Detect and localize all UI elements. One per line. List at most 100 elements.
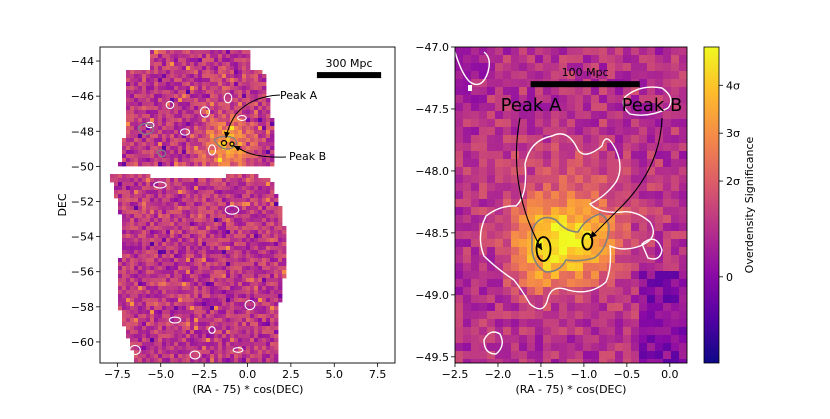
right-map-cell (479, 343, 488, 352)
left-map-cell (190, 250, 195, 255)
left-map-cell (142, 90, 147, 95)
left-map-cell (174, 74, 179, 79)
left-map-cell (170, 134, 175, 139)
right-map-cell (663, 55, 672, 64)
right-map-cell (495, 207, 504, 216)
right-map-cell (679, 351, 687, 360)
left-map-cell (246, 222, 251, 227)
left-map-cell (186, 290, 191, 295)
left-map-cell (194, 258, 199, 263)
left-map-cell (154, 286, 159, 291)
left-map-cell (210, 182, 215, 187)
left-map-cell (150, 154, 155, 159)
right-map-cell (615, 111, 624, 120)
left-map-cell (230, 62, 235, 67)
left-map-cell (222, 158, 227, 163)
left-map-cell (126, 74, 131, 79)
right-map-cell (671, 151, 680, 160)
left-map-cell (218, 290, 223, 295)
right-map-cell (575, 47, 584, 56)
left-map-cell (206, 178, 211, 183)
left-map-cell (254, 134, 259, 139)
left-map-cell (134, 246, 139, 251)
left-map-cell (226, 158, 231, 163)
left-map-cell (146, 194, 151, 199)
left-map-cell (210, 342, 215, 347)
right-map-cell (583, 135, 592, 144)
left-map-cell (178, 190, 183, 195)
left-map-cell (238, 58, 243, 63)
right-map-cell (607, 55, 616, 64)
left-map-cell (274, 346, 279, 351)
left-map-cell (258, 274, 263, 279)
left-map-cell (230, 186, 235, 191)
left-map-cell (126, 98, 131, 103)
left-map-cell (134, 78, 139, 83)
left-map-cell (274, 226, 279, 231)
left-map-cell (130, 258, 135, 263)
left-map-cell (230, 322, 235, 327)
right-map-cell (455, 87, 464, 96)
right-map-cell (607, 207, 616, 216)
left-map-cell (122, 222, 127, 227)
left-map-cell (246, 318, 251, 323)
left-map-cell (158, 102, 163, 107)
left-map-cell (146, 82, 151, 87)
right-map-cell (655, 279, 664, 288)
left-map-cell (226, 310, 231, 315)
right-map-cell (543, 215, 552, 224)
right-map-cell (511, 287, 520, 296)
left-map-cell (218, 198, 223, 203)
left-map-cell (214, 282, 219, 287)
right-map-cell (583, 47, 592, 56)
left-map-cell (178, 70, 183, 75)
right-map-cell (535, 175, 544, 184)
right-map-cell (655, 231, 664, 240)
left-map-cell (274, 254, 279, 259)
left-map-cell (218, 222, 223, 227)
left-map-cell (162, 82, 167, 87)
left-map-cell (150, 118, 155, 123)
right-map-cell (639, 255, 648, 264)
right-map-cell (463, 159, 472, 168)
left-map-cell (262, 178, 267, 183)
left-map-cell (194, 334, 199, 339)
right-map-cell (463, 111, 472, 120)
left-map-cell (142, 186, 147, 191)
left-map-cell (138, 126, 143, 131)
left-map-cell (194, 82, 199, 87)
left-map-cell (214, 130, 219, 135)
right-map-cell (495, 127, 504, 136)
right-map-cell (487, 343, 496, 352)
right-map-cell (599, 215, 608, 224)
right-map-cell (535, 295, 544, 304)
right-map-cell (623, 215, 632, 224)
right-map-cell (535, 247, 544, 256)
left-map-cell (230, 350, 235, 355)
left-map-cell (138, 302, 143, 307)
left-map-cell (158, 106, 163, 111)
left-map-cell (174, 270, 179, 275)
left-map-cell (230, 274, 235, 279)
left-ytick-label: −58 (71, 301, 94, 314)
left-map-cell (234, 162, 239, 167)
left-map-cell (130, 90, 135, 95)
right-map-cell (567, 335, 576, 344)
left-map-cell (242, 158, 247, 163)
left-map-cell (130, 194, 135, 199)
left-map-cell (178, 206, 183, 211)
left-map-cell (138, 318, 143, 323)
right-map-cell (663, 239, 672, 248)
left-map-cell (218, 206, 223, 211)
left-map-cell (234, 290, 239, 295)
right-map-cell (535, 319, 544, 328)
left-map-cell (190, 86, 195, 91)
right-map-cell (567, 63, 576, 72)
left-map-cell (222, 274, 227, 279)
left-map-cell (154, 182, 159, 187)
left-map-cell (194, 158, 199, 163)
left-map-cell (182, 58, 187, 63)
left-map-cell (186, 62, 191, 67)
right-map-cell (487, 55, 496, 64)
right-map-cell (639, 103, 648, 112)
